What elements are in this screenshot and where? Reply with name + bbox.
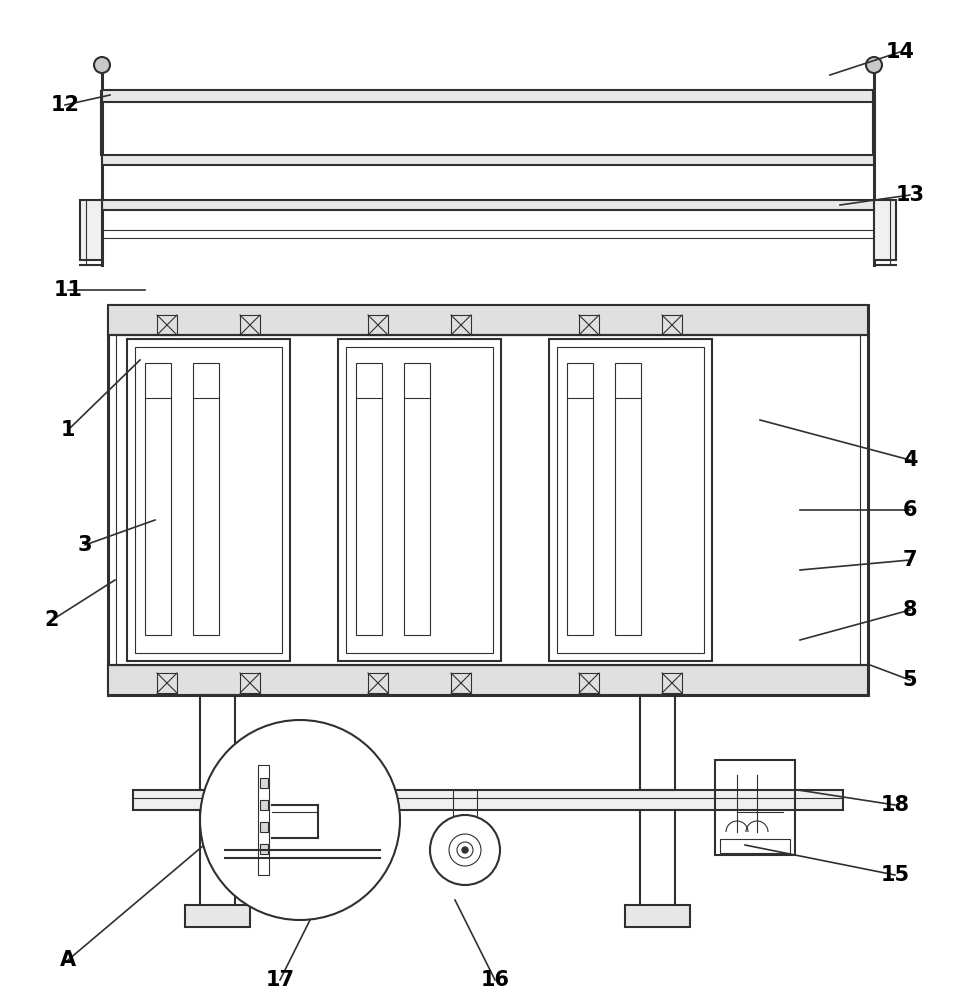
Bar (661, 315, 681, 335)
Bar (639, 695, 674, 790)
Bar (714, 760, 794, 855)
Circle shape (430, 815, 499, 885)
Text: 12: 12 (51, 95, 79, 115)
Bar (615, 363, 640, 635)
Bar (116, 335, 859, 665)
Text: 18: 18 (879, 795, 909, 815)
Bar (356, 363, 382, 635)
Bar (127, 339, 290, 661)
Text: A: A (60, 950, 76, 970)
Bar (719, 839, 789, 853)
Circle shape (275, 815, 345, 885)
Circle shape (302, 842, 318, 858)
Text: 6: 6 (902, 500, 916, 520)
Bar (404, 363, 430, 635)
Bar (548, 339, 711, 661)
Bar (157, 673, 177, 693)
Circle shape (456, 842, 473, 858)
Bar (80, 200, 102, 260)
Bar (338, 339, 500, 661)
Bar (102, 200, 873, 210)
Bar (873, 200, 895, 260)
Bar (452, 790, 477, 822)
Circle shape (199, 720, 400, 920)
Text: 3: 3 (77, 535, 92, 555)
Bar (260, 822, 268, 832)
Circle shape (448, 834, 481, 866)
Circle shape (461, 847, 468, 853)
Bar (135, 347, 281, 653)
Bar (107, 665, 868, 695)
Bar (298, 790, 321, 822)
Bar (239, 315, 260, 335)
Bar (102, 155, 873, 165)
Text: 5: 5 (902, 670, 916, 690)
Circle shape (865, 57, 881, 73)
Text: 1: 1 (61, 420, 75, 440)
Bar (145, 363, 171, 635)
Bar (624, 905, 690, 927)
Bar (102, 230, 873, 238)
Circle shape (294, 834, 325, 866)
Bar (107, 305, 868, 695)
Text: 15: 15 (879, 865, 909, 885)
Bar (260, 800, 268, 810)
Bar (557, 347, 703, 653)
Text: 8: 8 (902, 600, 916, 620)
Bar (107, 305, 868, 335)
Text: 17: 17 (265, 970, 294, 990)
Bar (367, 315, 388, 335)
Circle shape (94, 57, 109, 73)
Bar (102, 90, 873, 102)
Bar (133, 790, 842, 810)
Text: 7: 7 (902, 550, 916, 570)
Circle shape (307, 847, 313, 853)
Bar (258, 765, 269, 875)
Bar (346, 347, 492, 653)
Bar (450, 673, 471, 693)
Text: 16: 16 (480, 970, 509, 990)
Bar (450, 315, 471, 335)
Bar (192, 363, 219, 635)
Bar (157, 315, 177, 335)
Bar (199, 695, 234, 790)
Bar (661, 673, 681, 693)
Bar (367, 673, 388, 693)
Bar (578, 315, 598, 335)
Text: 13: 13 (895, 185, 923, 205)
Bar (239, 673, 260, 693)
Bar (260, 778, 268, 788)
Text: 11: 11 (54, 280, 82, 300)
Text: 14: 14 (884, 42, 913, 62)
Bar (260, 844, 268, 854)
Bar (578, 673, 598, 693)
Text: 4: 4 (902, 450, 916, 470)
Bar (567, 363, 592, 635)
Bar (185, 905, 250, 927)
Text: 2: 2 (45, 610, 60, 630)
